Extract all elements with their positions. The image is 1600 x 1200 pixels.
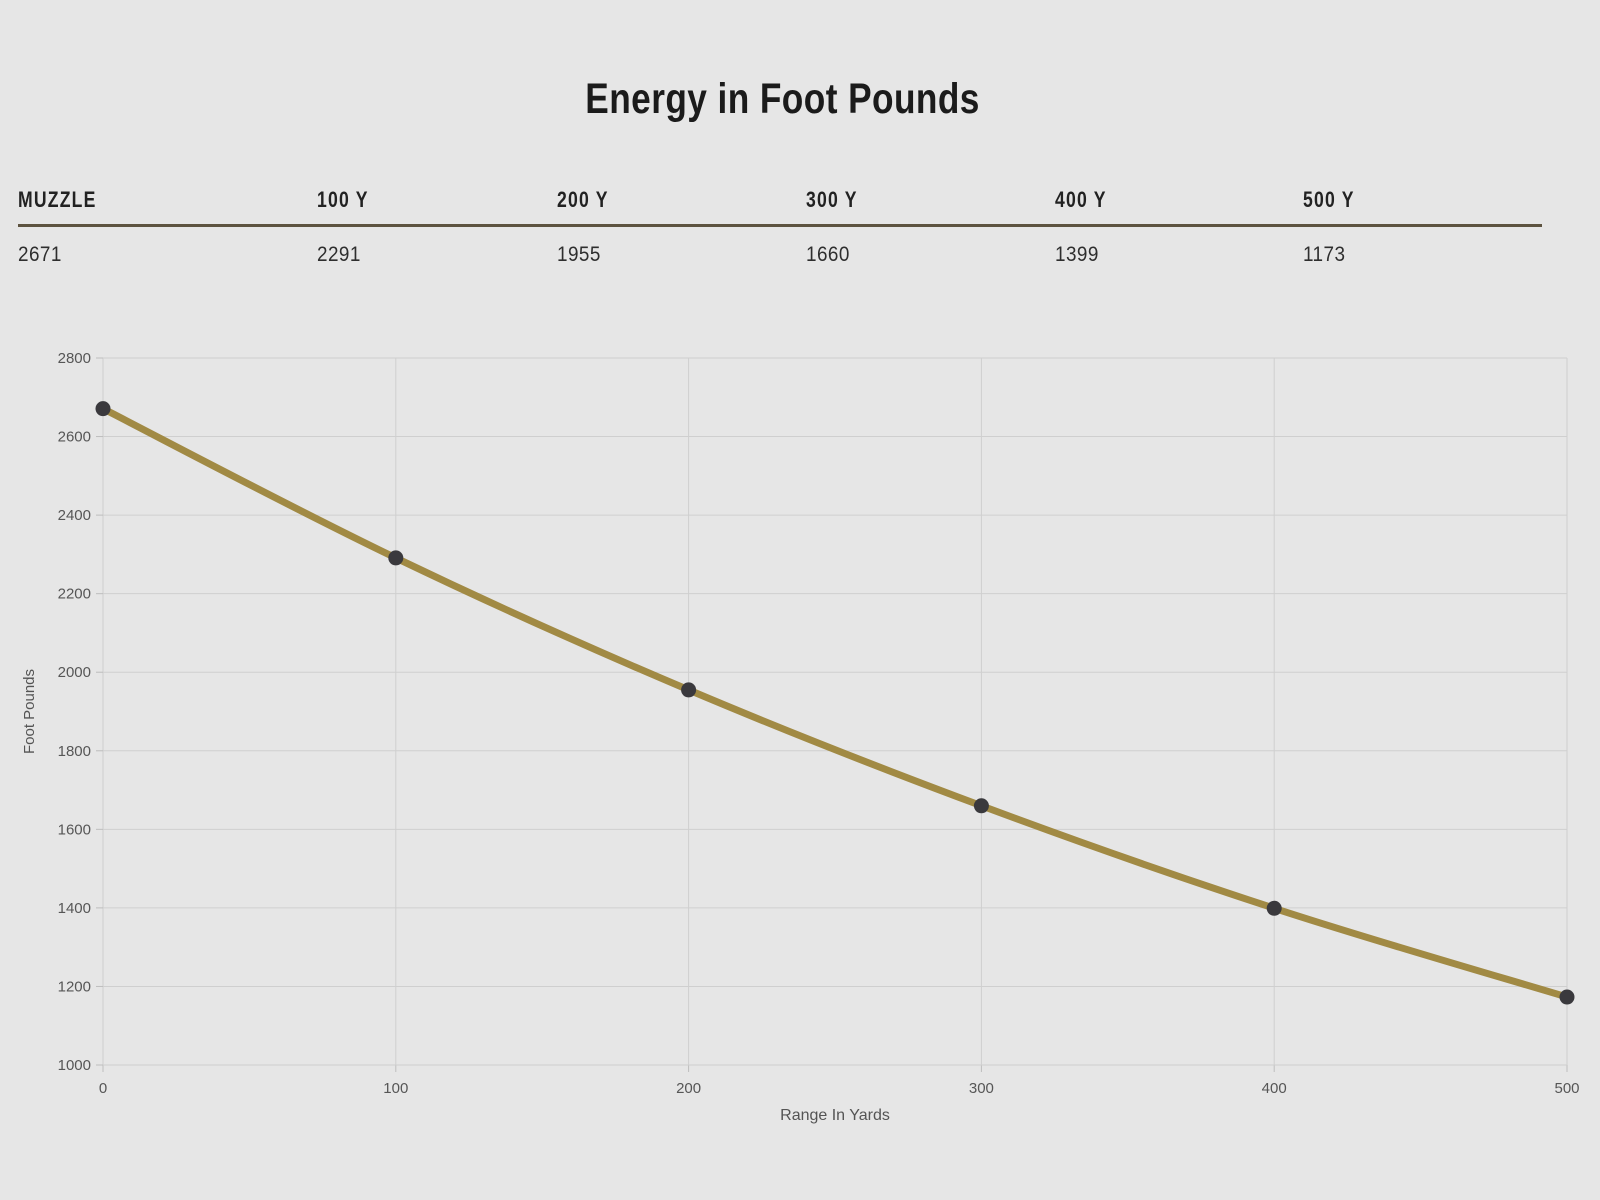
value-400y: 1399 [1055,243,1099,266]
x-tick-label: 200 [676,1080,701,1097]
data-point[interactable] [95,401,111,417]
energy-table-header-row: MUZZLE 100 Y 200 Y 300 Y 400 Y 500 Y [18,189,1542,227]
data-point[interactable] [1559,989,1575,1005]
data-point[interactable] [388,550,404,566]
value-200y: 1955 [557,243,601,266]
value-500y: 1173 [1303,243,1346,266]
y-axis-title: Foot Pounds [21,669,38,754]
y-tick-label: 1600 [58,821,91,838]
x-tick-label: 500 [1554,1080,1579,1097]
col-header-400y: 400 Y [1055,187,1107,212]
y-tick-label: 2000 [58,664,91,681]
col-header-muzzle: MUZZLE [18,187,97,212]
value-300y: 1660 [806,243,850,266]
value-100y: 2291 [317,243,361,266]
page-header: Energy in Foot Pounds [0,74,1566,126]
energy-table: MUZZLE 100 Y 200 Y 300 Y 400 Y 500 Y 267… [18,189,1542,265]
x-tick-label: 100 [383,1080,408,1097]
col-header-200y: 200 Y [557,187,609,212]
x-tick-label: 300 [969,1080,994,1097]
data-point[interactable] [973,798,989,814]
chart-line [99,405,1571,1001]
col-header-300y: 300 Y [806,187,858,212]
y-tick-label: 1400 [58,900,91,917]
value-muzzle: 2671 [18,243,62,266]
y-tick-label: 2200 [58,586,91,603]
energy-chart[interactable]: 0 100 200 300 400 500 1000 1200 1400 1600 1800 2000… [0,330,1600,1150]
page-title: Energy in Foot Pounds [0,74,1566,126]
data-point[interactable] [681,682,697,698]
y-tick-label: 1000 [58,1057,91,1074]
x-axis-title: Range In Yards [780,1107,890,1124]
energy-table-value-row: 2671 2291 1955 1660 1399 1173 [18,227,1542,265]
x-tick-label: 0 [99,1080,107,1097]
y-tick-label: 1200 [58,978,91,995]
y-tick-label: 2600 [58,429,91,446]
y-tick-label: 2400 [58,507,91,524]
col-header-500y: 500 Y [1303,187,1355,212]
page-title-text: Energy in Foot Pounds [585,75,981,123]
x-tick-label: 400 [1262,1080,1287,1097]
y-tick-label: 2800 [58,350,91,367]
y-tick-label: 1800 [58,743,91,760]
col-header-100y: 100 Y [317,187,369,212]
data-point[interactable] [1266,900,1282,916]
energy-chart-canvas[interactable]: 0 100 200 300 400 500 1000 1200 1400 1600 1800 2000… [0,330,1600,1150]
